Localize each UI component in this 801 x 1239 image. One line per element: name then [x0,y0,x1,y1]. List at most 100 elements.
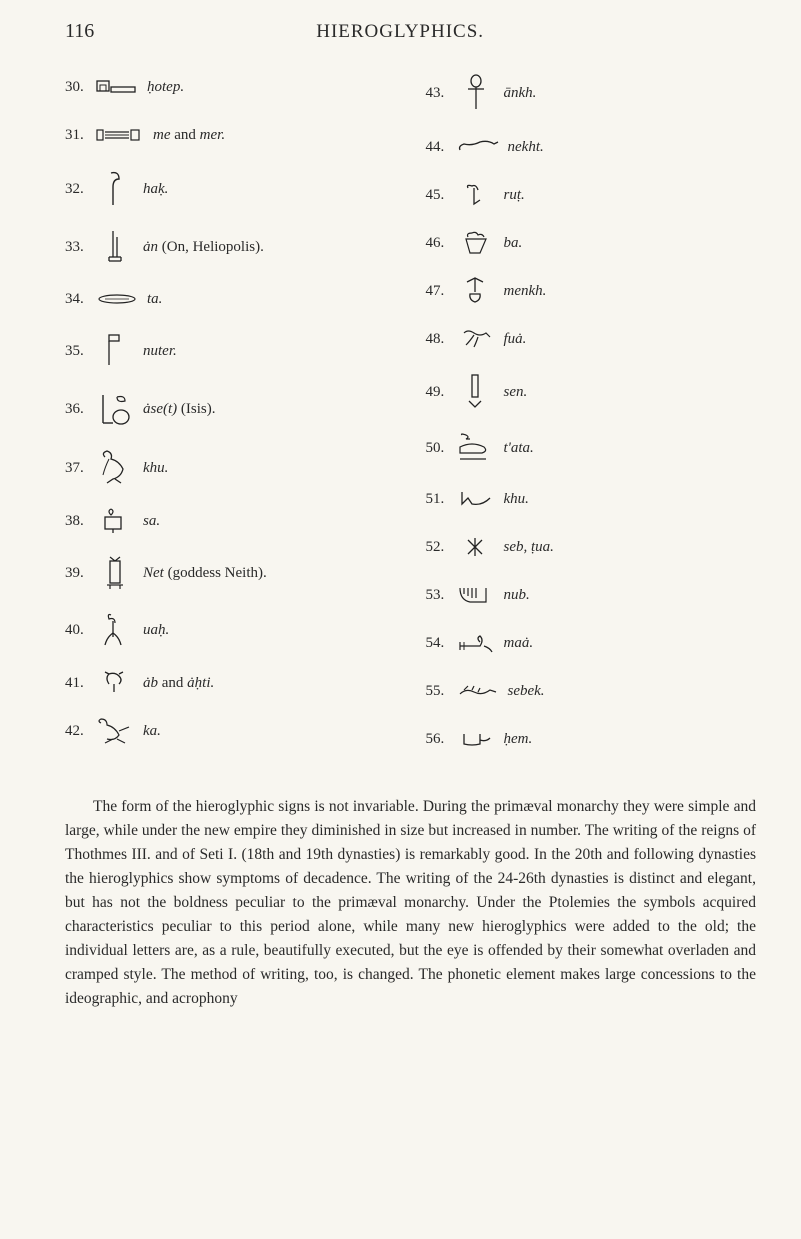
right-column: 43. ānkh. 44. nekht. 45. ruṭ. 46. ba. 47… [426,71,757,771]
ab-glyph [95,670,135,696]
entry-number: 34. [65,291,95,308]
entry-number: 50. [426,440,456,457]
entry-42: 42. ka. [65,715,396,747]
left-column: 30. ḥotep. 31. me and mer. 32. haḳ. 33. … [65,71,396,771]
transliteration: t'ata. [504,440,534,457]
entry-49: 49. sen. [426,371,757,413]
transliteration: ka. [143,723,161,740]
entry-number: 31. [65,127,95,144]
transliteration: ḥem. [504,731,533,748]
entry-32: 32. haḳ. [65,167,396,211]
body-paragraph: The form of the hieroglyphic signs is no… [65,795,756,1011]
entry-56: 56. ḥem. [426,723,757,755]
transliteration: ȧb and ȧḥti. [143,675,214,692]
transliteration: menkh. [504,283,547,300]
sa-glyph [95,507,135,535]
fua-glyph [456,327,496,351]
transliteration: me and mer. [153,127,225,144]
entry-number: 42. [65,723,95,740]
transliteration: ȧn (On, Heliopolis). [143,239,264,256]
entry-number: 54. [426,635,456,652]
ankh-glyph [456,73,496,113]
entry-35: 35. nuter. [65,331,396,371]
entry-number: 55. [426,683,456,700]
tata-glyph [456,431,496,465]
transliteration: maȧ. [504,635,534,652]
entry-33: 33. ȧn (On, Heliopolis). [65,227,396,267]
transliteration: seb, ṭua. [504,539,554,556]
ta-glyph [95,290,139,308]
transliteration: khu. [504,491,529,508]
aset-glyph [95,389,135,429]
transliteration: nuter. [143,343,177,360]
entry-number: 45. [426,187,456,204]
me-mer-glyph [95,126,145,144]
net-glyph [95,555,135,591]
entry-41: 41. ȧb and ȧḥti. [65,667,396,699]
transliteration: ta. [147,291,162,308]
hem-glyph [456,730,496,748]
uah-glyph [95,611,135,649]
entry-54: 54. maȧ. [426,627,757,659]
entry-36: 36. ȧse(t) (Isis). [65,387,396,431]
entry-53: 53. nub. [426,579,757,611]
entry-44: 44. nekht. [426,131,757,163]
nekht-glyph [456,138,500,156]
entry-48: 48. fuȧ. [426,323,757,355]
entry-number: 38. [65,513,95,530]
transliteration: ȧse(t) (Isis). [143,401,215,418]
an-glyph [95,229,135,265]
sen-glyph [456,373,496,411]
transliteration: sebek. [508,683,545,700]
seb-glyph [456,536,496,558]
entry-number: 30. [65,79,95,96]
entry-number: 48. [426,331,456,348]
sebek-glyph [456,682,500,700]
entry-45: 45. ruṭ. [426,179,757,211]
entry-55: 55. sebek. [426,675,757,707]
nub-glyph [456,584,496,606]
entry-number: 35. [65,343,95,360]
entry-number: 40. [65,622,95,639]
hieroglyph-columns: 30. ḥotep. 31. me and mer. 32. haḳ. 33. … [65,71,756,771]
transliteration: nub. [504,587,530,604]
entry-number: 56. [426,731,456,748]
transliteration: haḳ. [143,181,168,198]
entry-50: 50. t'ata. [426,429,757,467]
rut-glyph [456,182,496,208]
entry-number: 44. [426,139,456,156]
entry-34: 34. ta. [65,283,396,315]
transliteration: nekht. [508,139,544,156]
entry-39: 39. Net (goddess Neith). [65,553,396,593]
ba-glyph [456,229,496,257]
entry-number: 43. [426,85,456,102]
entry-number: 37. [65,460,95,477]
page-header: 116 HIEROGLYPHICS. [65,20,756,43]
entry-38: 38. sa. [65,505,396,537]
entry-47: 47. menkh. [426,275,757,307]
entry-31: 31. me and mer. [65,119,396,151]
transliteration: uaḥ. [143,622,169,639]
menkh-glyph [456,276,496,306]
entry-number: 46. [426,235,456,252]
transliteration: ḥotep. [147,79,184,96]
entry-43: 43. ānkh. [426,71,757,115]
entry-number: 47. [426,283,456,300]
transliteration: sa. [143,513,160,530]
khu-glyph [456,488,496,510]
entry-number: 49. [426,384,456,401]
transliteration: ānkh. [504,85,537,102]
entry-number: 53. [426,587,456,604]
transliteration: khu. [143,460,168,477]
entry-number: 32. [65,181,95,198]
transliteration: fuȧ. [504,331,527,348]
transliteration: ba. [504,235,523,252]
hotep-glyph [95,78,139,96]
entry-number: 33. [65,239,95,256]
page-title: HIEROGLYPHICS. [44,21,756,43]
maa-glyph [456,632,496,654]
entry-46: 46. ba. [426,227,757,259]
transliteration: ruṭ. [504,187,525,204]
entry-30: 30. ḥotep. [65,71,396,103]
entry-51: 51. khu. [426,483,757,515]
